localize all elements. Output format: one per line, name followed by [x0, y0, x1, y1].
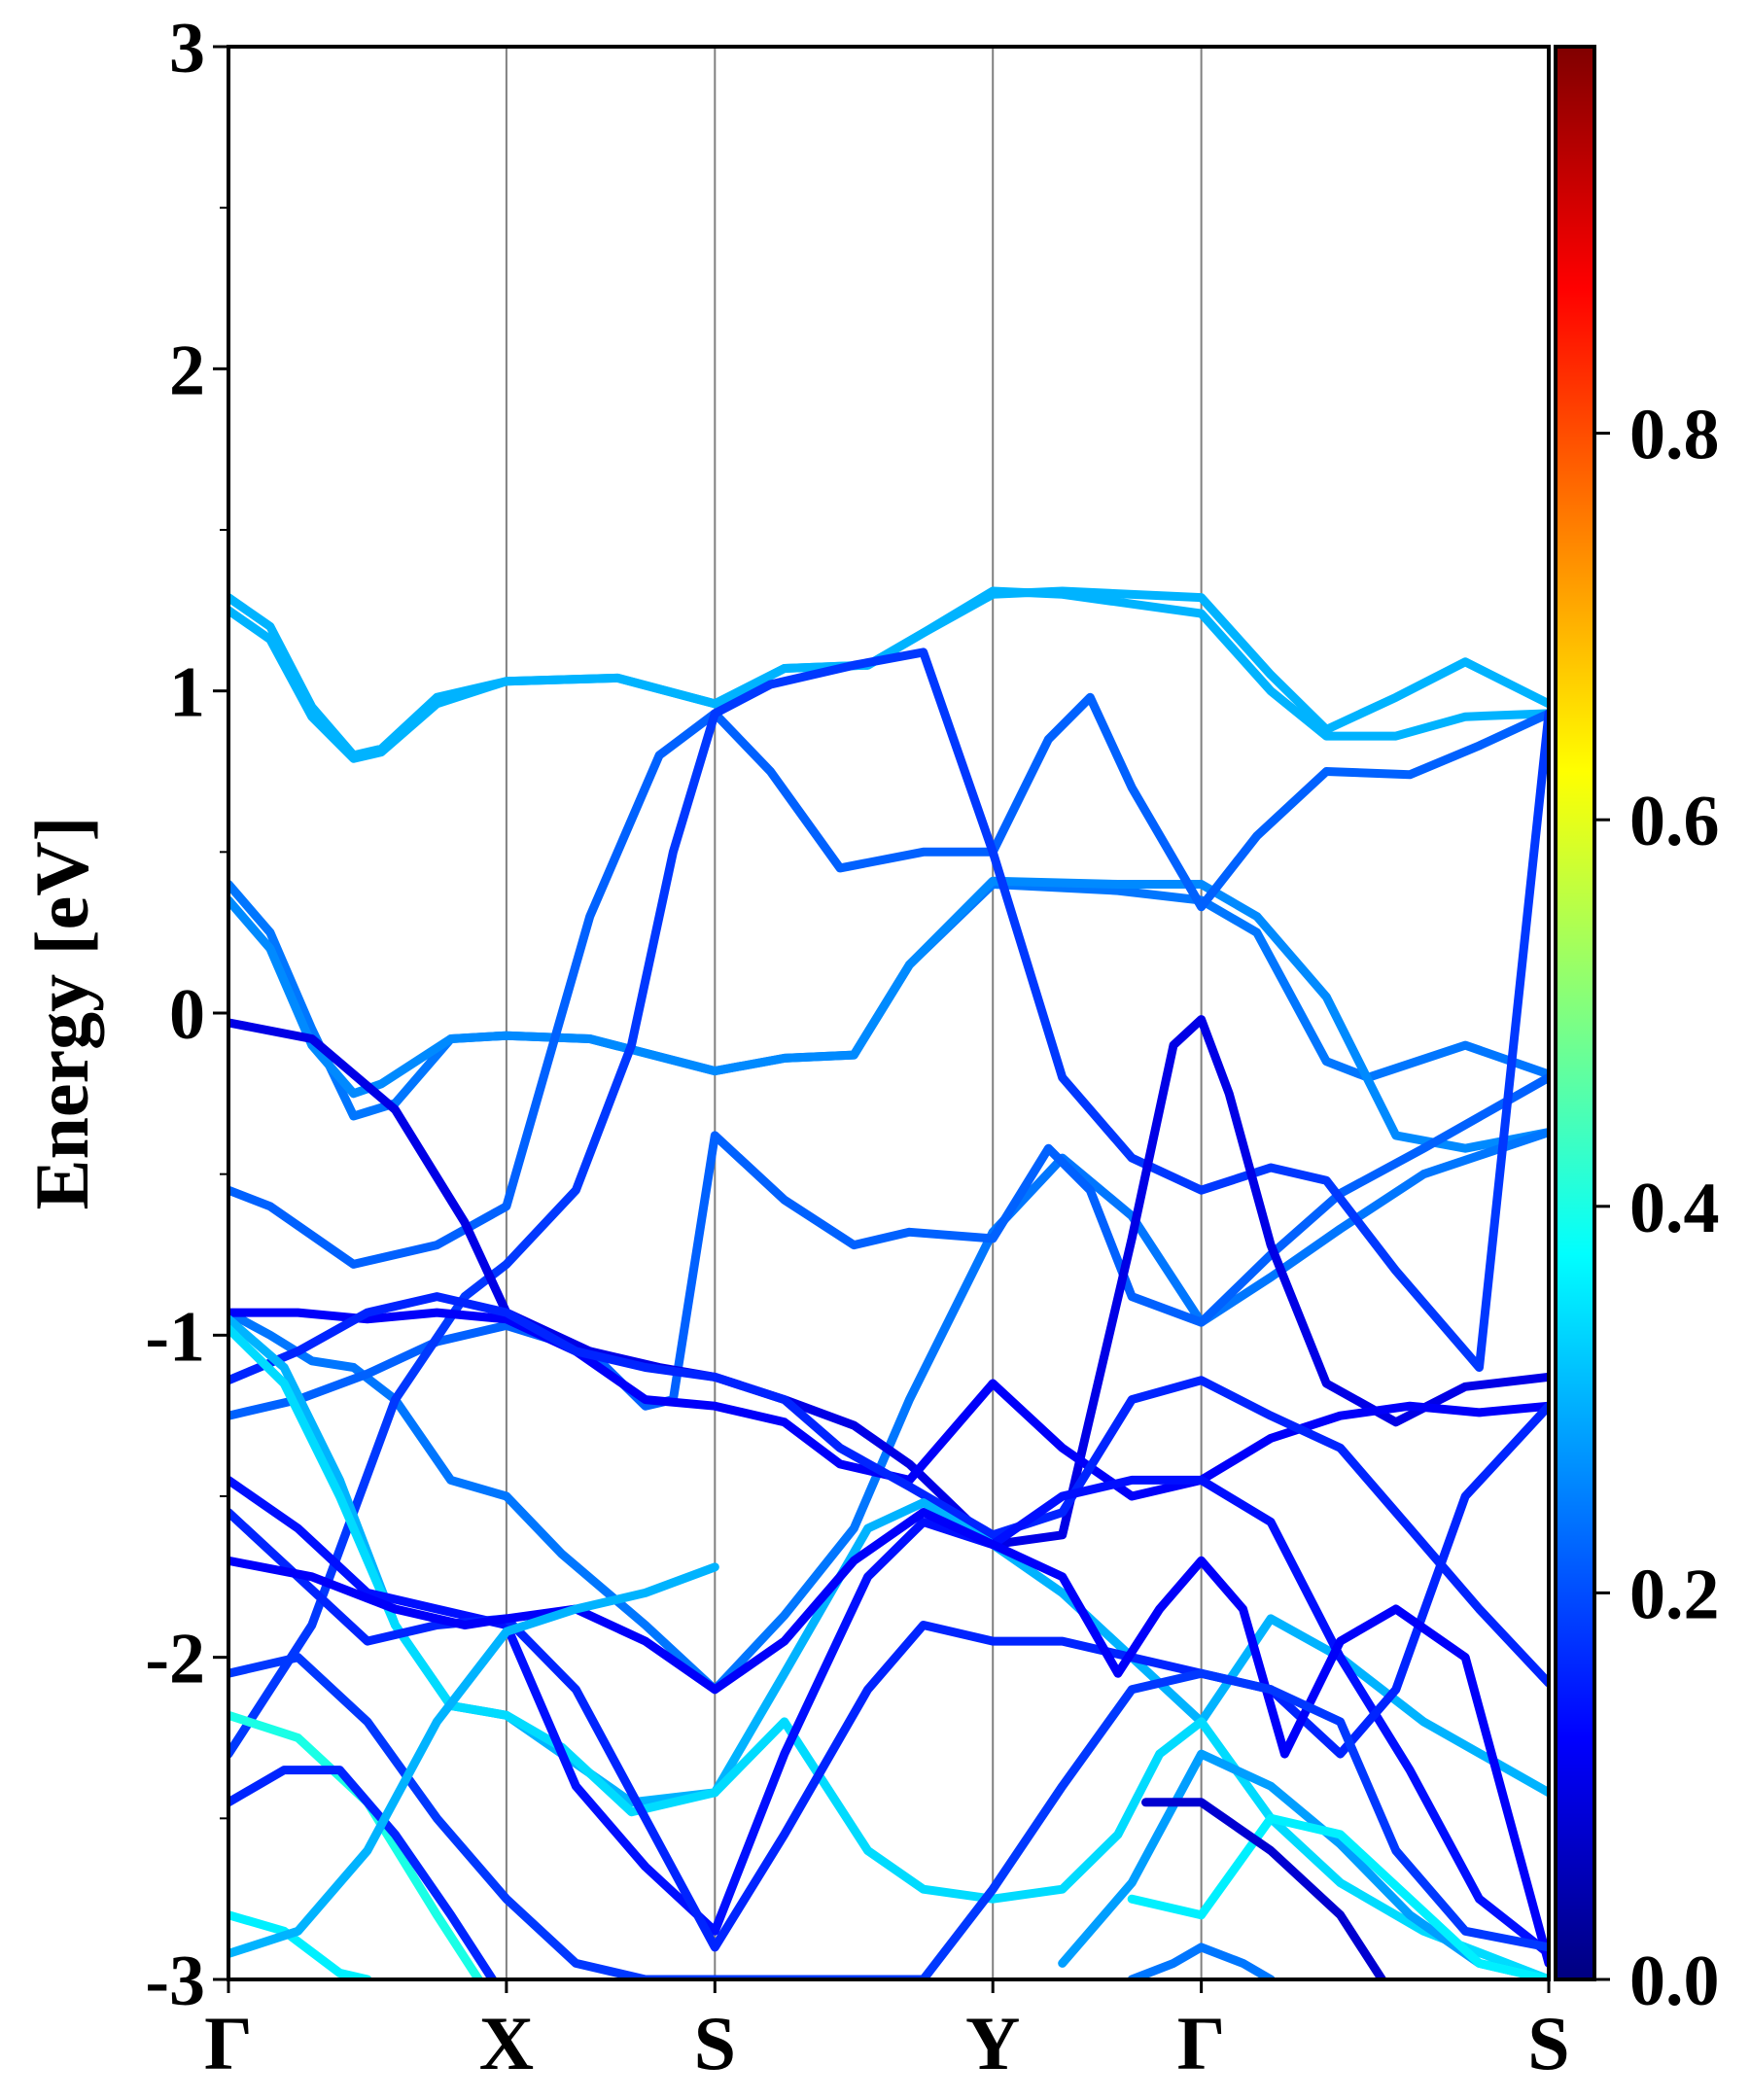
x-tick-label: X: [479, 2001, 534, 2085]
y-tick-label: -1: [145, 1297, 205, 1377]
x-tick-label: Y: [965, 2001, 1020, 2085]
y-axis-ticks: 3 2 1 0 -1 -2 -3: [145, 9, 228, 2021]
colorbar-tick-label: 0.2: [1629, 1555, 1720, 1634]
colorbar: 0.0 0.2 0.4 0.6 0.8: [1554, 45, 1720, 2021]
x-tick-label: Γ: [1177, 2001, 1226, 2085]
colorbar-ticks: 0.0 0.2 0.4 0.6 0.8: [1594, 396, 1720, 2021]
band-line: [228, 876, 1549, 1153]
plot-background: [228, 47, 1549, 1979]
band-line: [228, 1475, 1549, 1958]
band-line: [1127, 1942, 1276, 1979]
x-tick-label: S: [694, 2001, 736, 2085]
y-tick-label: 3: [169, 9, 205, 88]
band-line: [1141, 1798, 1386, 1979]
band-line: [228, 1292, 1549, 1688]
band-line: [228, 648, 1549, 1759]
band-line: [228, 1766, 498, 1979]
x-tick-label: S: [1527, 2001, 1569, 2085]
y-axis-label: Energy [eV]: [19, 816, 104, 1209]
band-line: [228, 1653, 1549, 1979]
band-line: [228, 1910, 372, 1979]
colorbar-tick-label: 0.0: [1629, 1942, 1720, 2021]
colorbar-tick-label: 0.8: [1629, 396, 1720, 475]
band-line: [228, 1562, 719, 1958]
band-line: [228, 1072, 1549, 1420]
band-lines: [228, 586, 1549, 1979]
x-tick-label: Γ: [204, 2001, 253, 2085]
y-tick-label: 2: [169, 331, 205, 410]
band-line: [228, 586, 1549, 763]
band-line: [228, 692, 1549, 1269]
band-line: [228, 1015, 1549, 1550]
y-tick-label: -2: [145, 1620, 205, 1699]
colorbar-gradient: [1554, 45, 1596, 1981]
band-line: [1127, 1813, 1549, 1979]
high-symmetry-lines: [505, 47, 1203, 1979]
plot-area: 3 2 1 0 -1 -2 -3 Γ X S Y Γ S: [145, 9, 1569, 2085]
y-tick-label: -3: [145, 1942, 205, 2021]
y-tick-label: 1: [169, 653, 205, 733]
band-line: [228, 1508, 1549, 1968]
colorbar-tick-label: 0.4: [1629, 1169, 1720, 1248]
y-tick-label: 0: [169, 975, 205, 1055]
colorbar-tick-label: 0.6: [1629, 782, 1720, 861]
band-line: [228, 1324, 1549, 1979]
